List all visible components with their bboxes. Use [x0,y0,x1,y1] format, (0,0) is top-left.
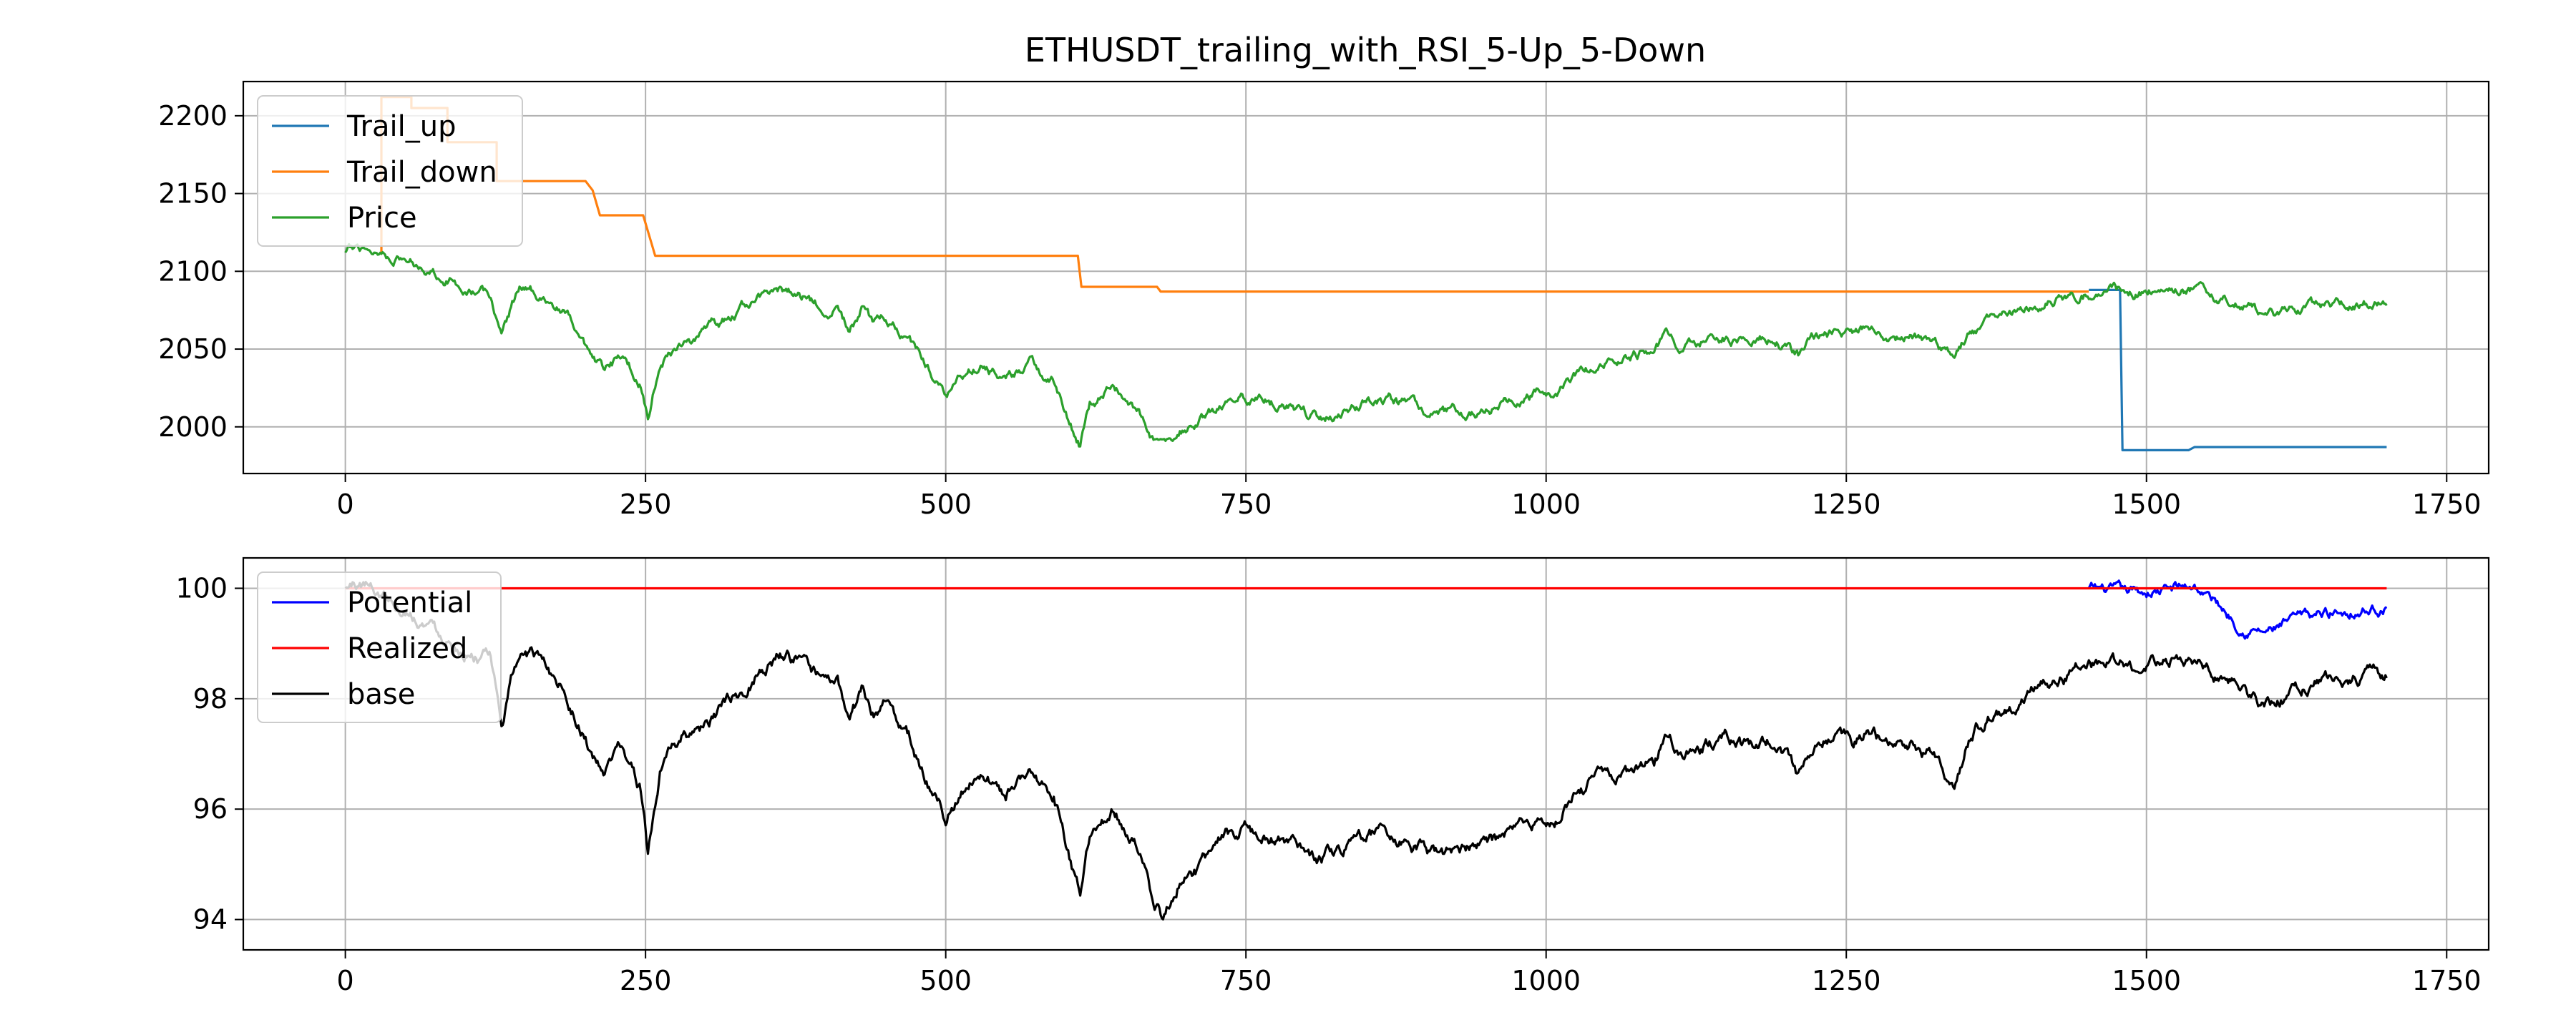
y-tick-label: 100 [175,572,228,604]
y-tick-label: 96 [193,793,228,825]
x-tick-label: 1500 [2112,489,2181,520]
x-tick-label: 1750 [2412,965,2482,996]
x-tick-label: 500 [919,965,972,996]
x-tick-label: 0 [337,489,354,520]
legend-label: Realized [347,632,467,665]
series-line-base [344,581,2388,921]
series-group [344,579,2388,921]
x-tick-label: 1000 [1511,965,1581,996]
y-tick-label: 98 [193,683,228,715]
series-group [344,96,2388,451]
axes-frame [242,556,2490,951]
legend: Potential Realized base [257,572,502,723]
legend-label: base [347,678,415,711]
x-tick-label: 1250 [1812,489,1881,520]
x-tick-label: 0 [337,965,354,996]
y-tick-label: 2200 [158,100,228,132]
grid [243,558,2489,950]
price-panel: 0 250 500 750 1000 1250 1500 1750 2000 2050 2100 21… [158,80,2490,520]
axes-frame [242,80,2490,475]
x-tick-label: 1000 [1511,489,1581,520]
legend-label: Trail_up [346,110,456,143]
legend-label: Price [347,202,417,235]
grid [243,82,2489,474]
chart-title: ETHUSDT_trailing_with_RSI_5-Up_5-Down [1025,31,1706,69]
legend-label: Potential [347,587,472,619]
x-tick-label: 1500 [2112,965,2181,996]
y-tick-label: 2050 [158,333,228,365]
x-tick-label: 750 [1220,489,1272,520]
y-tick-label: 2100 [158,255,228,287]
x-tick-label: 1250 [1812,965,1881,996]
y-tick-label: 2000 [158,411,228,443]
series-line-potential [2087,579,2388,640]
x-tick-label: 750 [1220,965,1272,996]
pnl-panel: 0 250 500 750 1000 1250 1500 1750 94 96 98 100 Poten… [175,556,2490,996]
x-tick-label: 250 [620,965,672,996]
y-tick-label: 94 [193,904,228,936]
legend-frame [257,572,502,723]
x-tick-label: 1750 [2412,489,2482,520]
legend-frame [257,95,523,247]
legend: Trail_up Trail_down Price [257,95,523,247]
x-tick-label: 500 [919,489,972,520]
x-tick-label: 250 [620,489,672,520]
series-line-price [344,242,2388,448]
legend-label: Trail_down [346,156,497,189]
y-tick-label: 2150 [158,178,228,210]
series-line-trail-down [380,96,2089,293]
series-line-trail-up [2089,288,2387,451]
